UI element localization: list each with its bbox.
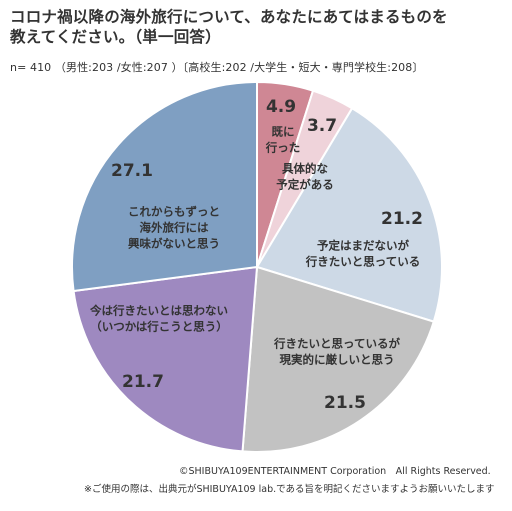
pie-slice-6 [71,80,258,293]
pie-category-label-line: 興味がないと思う [128,237,220,251]
pie-category-label-line: 既に [272,125,295,139]
pie-category-label-line: 予定がある [276,178,334,192]
pie-slices [71,80,443,453]
pie-category-label-3: 予定はまだないが行きたいと思っている [305,239,420,269]
pie-category-label-6: これからもずっと海外旅行には興味がないと思う [128,205,220,251]
pie-slice-4 [241,265,436,453]
pie-category-label-4: 行きたいと思っているが現実的に厳しいと思う [273,337,400,367]
pie-category-label-line: 現実的に厳しいと思う [280,353,395,367]
chart-title: コロナ禍以降の海外旅行について、あなたにあてはまるものを 教えてください。（単一… [10,7,505,47]
pie-slice-5 [72,265,259,453]
pie-slice-3 [255,106,443,323]
pie-value-label-1: 4.9 [266,97,296,117]
pie-category-label-line: 行きたいと思っているが [273,337,400,351]
sample-size-note: n= 410 （男性:203 /女性:207 ）〔高校生:202 /大学生・短大… [10,61,424,74]
pie-category-label-line: 海外旅行には [140,221,209,235]
pie-value-label-5: 21.7 [122,372,164,392]
pie-category-label-5: 今は行きたいとは思わない （いつかは行こうと思う） [89,304,228,334]
pie-category-label-line: 行きたいと思っている [305,255,420,269]
pie-value-label-3: 21.2 [381,209,423,229]
pie-category-label-line: これからもずっと [128,205,220,219]
copyright-text: ©SHIBUYA109ENTERTAINMENT Corporation All… [179,466,491,477]
chart-title-line-1: コロナ禍以降の海外旅行について、あなたにあてはまるものを [10,8,448,26]
pie-value-label-4: 21.5 [324,393,366,413]
chart-title-line-2: 教えてください。（単一回答） [10,28,221,46]
pie-category-label-line: （いつかは行こうと思う） [90,320,228,334]
pie-category-label-line: 予定はまだないが [317,239,409,253]
pie-category-label-line: 行った [265,141,301,155]
pie-category-label-1: 既に行った [265,125,301,155]
pie-value-label-6: 27.1 [111,161,153,181]
pie-value-label-2: 3.7 [307,116,337,136]
pie-category-label-2: 具体的な予定がある [276,162,334,192]
usage-note: ※ご使用の際は、出典元がSHIBUYA109 lab.である旨を明記くださいます… [84,484,495,495]
pie-category-label-line: 具体的な [282,162,328,176]
pie-category-label-line: 今は行きたいとは思わない [89,304,228,318]
pie-labels: 4.9既に行った3.7具体的な予定がある21.2予定はまだないが行きたいと思って… [89,97,423,413]
